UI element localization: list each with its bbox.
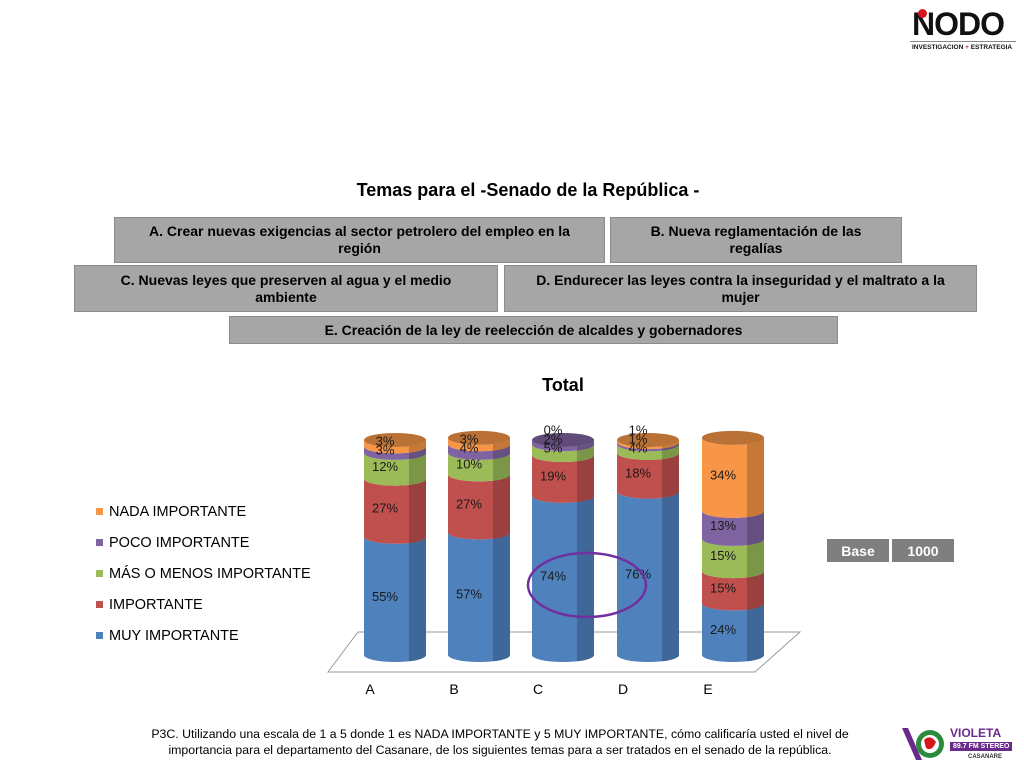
bar-segment-shade-e-0 [746,603,765,662]
bar-top-cap-a [364,433,426,447]
bar-segment-shade-b-2 [492,452,511,481]
bar-top-cap-c [532,433,594,447]
bar-segment-shade-d-4 [661,440,680,449]
bar-segment-shade-e-3 [746,510,765,546]
bar-segment-shade-c-3 [576,440,595,451]
legend-swatch-importante [96,601,103,608]
legend-item-poco: POCO IMPORTANTE [96,527,311,558]
nodo-logo-subtitle-left: INVESTIGACION [912,44,964,51]
bar-segment-shade-b-0 [492,532,511,662]
data-label-a-1: 27% [372,501,398,516]
legend-swatch-muy [96,632,103,639]
base-label: Base [827,539,889,562]
bar-segment-shade-a-4 [408,440,427,453]
data-label-b-3: 4% [460,440,479,455]
data-label-c-1: 19% [540,468,566,483]
x-tick-label-c: C [533,681,543,697]
data-label-e-4: 34% [710,467,736,482]
topic-box-c: C. Nuevas leyes que preserven al agua y … [74,265,498,312]
bar-segment-shade-e-2 [746,538,765,578]
topic-box-a: A. Crear nuevas exigencias al sector pet… [114,217,605,263]
legend-item-nada: NADA IMPORTANTE [96,496,311,527]
legend-item-importante: IMPORTANTE [96,589,311,620]
bar-top-cap-d [617,433,679,447]
violeta-logo: VIOLETA 89.7 FM STEREO CASANARE [898,722,1018,766]
legend-item-mas-o-menos: MÁS O MENOS IMPORTANTE [96,558,311,589]
base-value: 1000 [892,539,954,562]
x-tick-label-d: D [618,681,628,697]
chart-title: Total [542,375,584,395]
bar-segment-shade-a-3 [408,446,427,460]
bar-segment-shade-e-4 [746,437,765,518]
data-label-c-2: 5% [544,440,563,455]
data-label-d-2: 4% [629,440,648,455]
data-label-a-0: 55% [372,589,398,604]
data-label-a-4: 3% [376,433,395,448]
topic-box-d: D. Endurecer las leyes contra la insegur… [504,265,977,312]
bar-segment-shade-a-1 [408,478,427,544]
bar-top-cap-b [448,430,510,445]
legend-label-nada: NADA IMPORTANTE [109,503,247,520]
nodo-logo-text: NODO [912,6,1005,42]
legend-swatch-nada [96,508,103,515]
x-tick-label-a: A [365,681,375,697]
bar-segment-shade-d-0 [661,491,680,662]
x-tick-label-e: E [703,681,712,697]
bar-segment-shade-d-1 [661,452,680,498]
nodo-logo-rule [910,41,1016,42]
data-label-d-4: 1% [629,422,648,437]
bar-segment-shade-e-1 [746,571,765,610]
bar-top-cap-e [702,430,764,445]
nodo-logo-subtitle-right: ESTRATEGIA [970,44,1013,51]
data-label-a-2: 12% [372,459,398,474]
data-label-d-1: 18% [625,465,651,480]
data-label-e-3: 13% [710,518,736,533]
data-label-c-0: 74% [540,568,566,583]
bar-segment-shade-a-2 [408,452,427,485]
violeta-logo-place: CASANARE [968,754,1003,760]
legend-item-muy: MUY IMPORTANTE [96,620,311,651]
data-label-c-3: 2% [544,431,563,446]
violeta-logo-freq: 89.7 FM STEREO [950,742,1013,751]
x-tick-label-b: B [449,681,458,697]
data-label-e-1: 15% [710,580,736,595]
legend-label-mas-o-menos: MÁS O MENOS IMPORTANTE [109,565,311,582]
bar-segment-shade-d-2 [661,444,680,460]
data-label-d-3: 1% [629,431,648,446]
chart-legend: NADA IMPORTANTE POCO IMPORTANTE MÁS O ME… [96,496,311,651]
data-label-b-4: 3% [460,431,479,446]
bar-segment-shade-b-3 [492,444,511,460]
violeta-emblem-icon [902,728,944,760]
bar-segment-shade-a-0 [408,536,427,662]
violeta-logo-text: VIOLETA [950,726,1002,740]
bar-segment-shade-d-3 [661,442,680,451]
bar-segment-shade-b-4 [492,437,511,451]
data-label-a-3: 3% [376,442,395,457]
data-label-c-4: 0% [544,422,563,437]
legend-swatch-poco [96,539,103,546]
bar-segment-shade-c-0 [576,495,595,662]
data-label-b-0: 57% [456,587,482,602]
data-label-b-1: 27% [456,496,482,511]
page-title: Temas para el -Senado de la República - [356,180,700,200]
data-label-e-0: 24% [710,622,736,637]
highlight-circle [526,551,648,619]
nodo-logo-dot-icon [918,9,927,18]
legend-swatch-mas-o-menos [96,570,103,577]
bar-segment-shade-c-2 [576,444,595,462]
nodo-logo: NODO INVESTIGACION + ESTRATEGIA [910,6,1018,58]
nodo-logo-plus: + [965,44,969,51]
bar-segment-shade-c-1 [576,455,595,503]
data-label-b-2: 10% [456,457,482,472]
bar-segment-shade-b-1 [492,474,511,539]
legend-label-muy: MUY IMPORTANTE [109,627,239,644]
topic-box-b: B. Nueva reglamentación de las regalías [610,217,902,263]
legend-label-poco: POCO IMPORTANTE [109,534,250,551]
data-label-e-2: 15% [710,548,736,563]
nodo-logo-subtitle: INVESTIGACION + ESTRATEGIA [912,44,1012,51]
legend-label-importante: IMPORTANTE [109,596,203,613]
topic-box-e: E. Creación de la ley de reelección de a… [229,316,838,344]
question-footnote: P3C. Utilizando una escala de 1 a 5 dond… [151,727,849,757]
